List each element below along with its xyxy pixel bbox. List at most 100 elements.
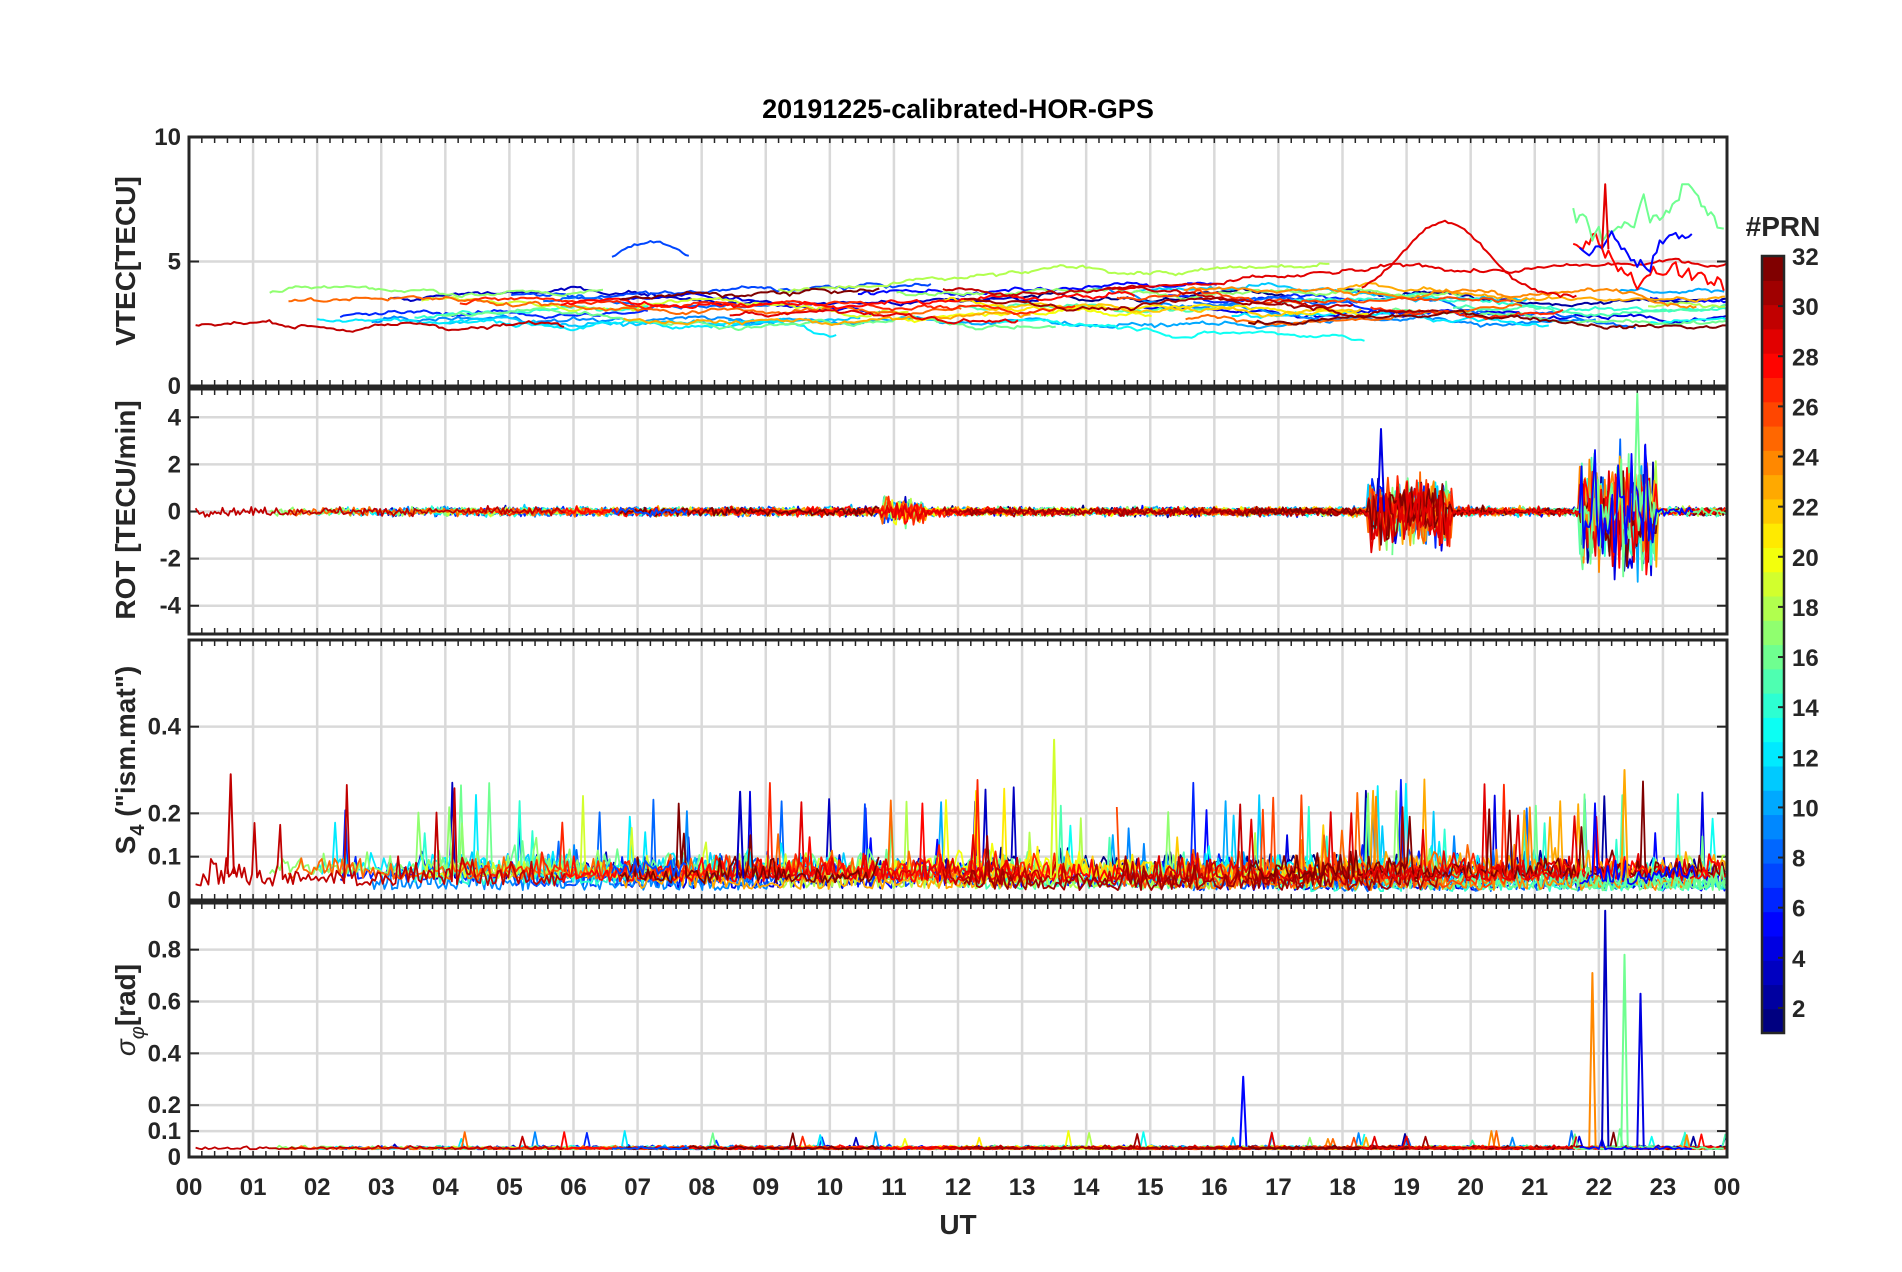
colorbar-segment	[1762, 450, 1784, 476]
prn-trace	[1588, 972, 1597, 1147]
y-tick-label: 4	[168, 404, 182, 431]
vtec-panel: VTEC[TECU] 0 5 10	[110, 124, 1729, 400]
x-tick-label: 09	[752, 1174, 779, 1201]
x-tick-label: 13	[1009, 1174, 1036, 1201]
y-tick-label: 0.4	[148, 714, 182, 741]
colorbar-tick-label: 4	[1792, 946, 1806, 973]
colorbar-segment	[1762, 571, 1784, 597]
colorbar-segment	[1762, 425, 1784, 451]
colorbar-segment	[1762, 280, 1784, 306]
prn-trace	[1601, 909, 1610, 1147]
x-tick-label: 03	[368, 1174, 395, 1201]
rot-panel: ROT [TECU/min] -4 -2 0 2 4	[110, 387, 1729, 636]
prn-trace	[195, 1135, 565, 1151]
colorbar-segment	[1762, 498, 1784, 524]
x-tick-labels: 00 01 02 03 04 05 06 07 08 09 10 11 12 13 14 15 16 17 18 19…	[176, 1174, 1741, 1201]
vtec-panel-border	[187, 135, 1729, 388]
prn-trace	[195, 319, 565, 333]
colorbar-segment	[1762, 984, 1784, 1010]
colorbar-tick-label: 30	[1792, 294, 1819, 321]
colorbar-segment	[1762, 693, 1784, 718]
prn-trace	[1579, 1138, 1692, 1151]
prn-trace	[1648, 301, 1726, 309]
y-tick-label: 0.1	[148, 844, 181, 871]
colorbar-segment	[1762, 377, 1784, 403]
prn-trace	[1572, 452, 1726, 578]
y-tick-label: 10	[154, 124, 181, 151]
x-tick-label: 05	[496, 1174, 523, 1201]
colorbar-tick-label: 8	[1792, 846, 1805, 873]
colorbar-tick-label: 20	[1792, 545, 1819, 572]
colorbar-tick-label: 2	[1792, 996, 1805, 1023]
y-tick-label: 0.8	[148, 937, 181, 964]
prn-trace	[1049, 738, 1059, 879]
x-tick-label: 01	[240, 1174, 267, 1201]
prn-trace	[619, 287, 880, 301]
prn-trace	[1376, 428, 1386, 512]
prn-trace	[778, 262, 1330, 294]
colorbar-tick-label: 6	[1792, 896, 1805, 923]
prn-trace	[963, 1133, 1439, 1151]
colorbar-segment	[1762, 474, 1784, 500]
colorbar-border	[1760, 254, 1786, 1035]
prn-trace	[1578, 230, 1693, 273]
x-tick-label: 00	[176, 1174, 203, 1201]
vtec-y-axis-label: VTEC[TECU]	[110, 176, 141, 346]
prn-trace	[1361, 219, 1577, 299]
x-tick-label: 22	[1585, 1174, 1612, 1201]
colorbar-segment	[1762, 547, 1784, 573]
y-tick-label: 0.1	[148, 1118, 181, 1145]
y-tick-label: 0.2	[148, 800, 181, 827]
prn-trace	[963, 487, 1440, 541]
prn-trace	[623, 310, 1031, 326]
prn-trace	[611, 1145, 690, 1151]
prn-trace	[1579, 802, 1696, 886]
y-tick-label: 0	[168, 373, 181, 400]
sigma-panel: σφ[rad] 00.10.2 0.4 0.6 0.8	[110, 901, 1729, 1171]
prn-trace	[560, 290, 1136, 310]
colorbar-segment	[1762, 668, 1784, 694]
colorbar-segment	[1762, 838, 1784, 864]
prn-trace	[226, 773, 235, 875]
x-tick-label: 06	[560, 1174, 587, 1201]
prn-trace	[1105, 257, 1728, 291]
x-tick-label: 20	[1457, 1174, 1484, 1201]
colorbar-segment	[1762, 863, 1784, 888]
x-tick-label: 07	[624, 1174, 651, 1201]
prn-trace	[1337, 282, 1725, 303]
x-axis-label: UT	[939, 1209, 976, 1240]
x-tick-label: 12	[945, 1174, 972, 1201]
prn-trace	[611, 506, 688, 518]
prn-trace	[1578, 444, 1694, 555]
prn-trace	[1247, 309, 1726, 330]
prn-trace	[937, 296, 1371, 317]
x-tick-label: 18	[1329, 1174, 1356, 1201]
colorbar-tick-label: 32	[1792, 244, 1819, 271]
prn-trace	[964, 296, 1439, 319]
colorbar-segment	[1762, 790, 1784, 816]
prn-trace	[194, 505, 565, 518]
x-tick-label: 17	[1265, 1174, 1292, 1201]
y-tick-label: 0.2	[148, 1092, 181, 1119]
x-tick-label: 15	[1137, 1174, 1164, 1201]
rot-panel-border	[187, 387, 1729, 636]
prn-trace	[370, 810, 770, 891]
y-tick-label: 2	[168, 451, 181, 478]
prn-trace	[1572, 183, 1724, 243]
prn-trace	[729, 309, 1019, 325]
prn-trace	[195, 784, 566, 887]
colorbar-segment	[1762, 328, 1784, 354]
prn-trace	[1360, 814, 1581, 882]
colorbar-segment	[1762, 620, 1784, 646]
y-tick-label: 5	[168, 249, 181, 276]
prn-trace	[979, 302, 1362, 318]
y-tick-label: -2	[160, 546, 181, 573]
colorbar-tick-label: 16	[1792, 645, 1819, 672]
prn-trace	[511, 282, 932, 301]
prn-trace	[735, 790, 745, 879]
x-tick-label: 19	[1393, 1174, 1420, 1201]
prn-trace	[1183, 286, 1697, 309]
colorbar-segment	[1762, 911, 1784, 937]
x-tick-label: 23	[1650, 1174, 1677, 1201]
colorbar-segment	[1762, 256, 1784, 281]
